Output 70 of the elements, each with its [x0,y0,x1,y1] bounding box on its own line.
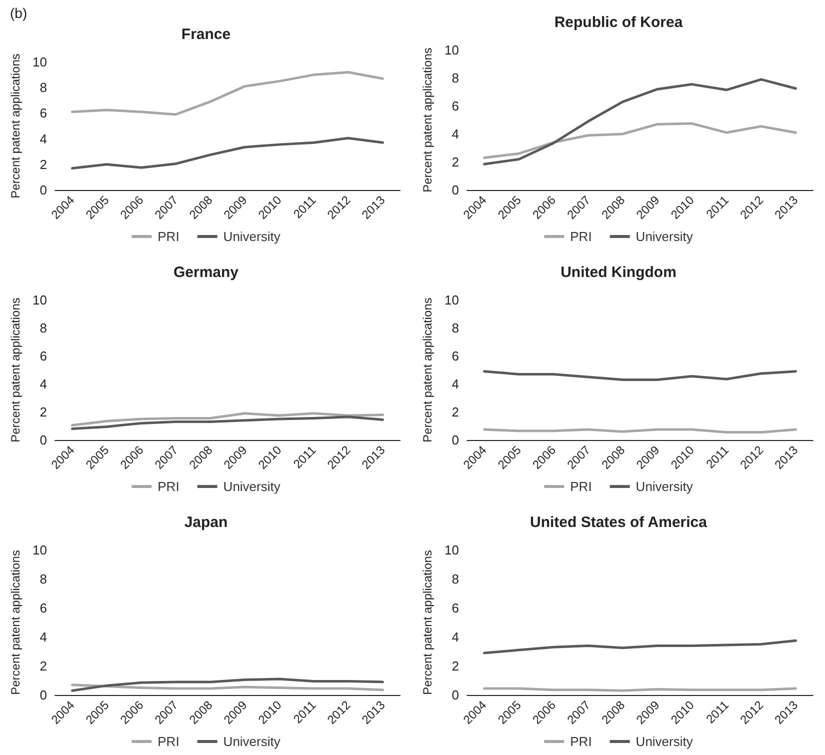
y-axis-title: Percent patent applications [420,298,435,442]
legend-label: PRI [570,229,592,244]
y-tick-label: 0 [40,688,47,702]
y-tick-label: 2 [40,658,47,674]
y-tick-label: 2 [40,404,47,420]
y-tick-label: 8 [452,70,459,86]
line-series [483,639,797,654]
y-tick-label: 10 [32,292,47,308]
y-axis-title: Percent patent applications [420,48,435,192]
y-tick-label: 10 [32,542,47,558]
legend-label: University [636,229,694,244]
y-tick-label: 0 [452,688,459,702]
y-tick-label: 4 [452,630,459,644]
chart-title: United Kingdom [560,264,676,281]
legend-label: PRI [570,479,592,494]
y-tick-label: 8 [40,80,47,96]
y-axis-title: Percent patent applications [8,298,23,442]
y-tick-label: 6 [40,348,47,364]
y-tick-label: 8 [40,320,47,336]
y-tick-label: 10 [32,54,47,70]
chart-title: Republic of Korea [554,14,684,31]
line-series [483,122,797,160]
y-axis-title: Percent patent applications [8,54,23,198]
y-axis-title: Percent patent applications [8,550,23,695]
legend-label: PRI [158,229,180,244]
line-series [71,412,384,427]
y-tick-label: 0 [40,432,47,448]
legend-label: University [223,479,281,494]
y-tick-label: 2 [40,156,47,172]
y-tick-label: 6 [452,98,459,114]
y-axis-title: Percent patent applications [420,550,435,695]
legend-label: PRI [158,734,180,749]
line-series [71,136,384,170]
y-tick-label: 8 [452,572,459,586]
y-tick-label: 2 [452,404,459,420]
y-tick-label: 0 [452,432,459,448]
y-tick-label: 6 [452,348,459,364]
legend-label: University [636,734,694,749]
legend-label: PRI [158,479,180,494]
chart-title: Germany [173,264,240,281]
y-tick-label: 2 [452,154,459,170]
line-series [483,78,797,166]
y-tick-label: 4 [40,131,47,146]
y-tick-label: 6 [40,106,47,121]
y-tick-label: 8 [452,320,459,336]
line-series [71,416,384,430]
legend-label: University [636,479,694,494]
line-series [71,70,384,116]
y-tick-label: 0 [452,182,459,198]
y-tick-label: 6 [40,600,47,616]
text: (b) [10,5,28,21]
legend-label: PRI [570,734,592,749]
y-tick-label: 6 [452,600,459,616]
y-tick-label: 10 [444,292,459,308]
y-tick-label: 8 [40,572,47,586]
y-tick-label: 4 [40,630,47,644]
chart-title: France [181,26,231,43]
line-series [483,370,797,382]
legend-label: University [223,734,281,749]
y-tick-label: 10 [444,542,459,558]
legend-label: University [223,229,281,244]
chart-title: Japan [184,514,228,531]
y-tick-label: 2 [452,658,459,674]
y-tick-label: 0 [40,182,47,198]
line-series [71,678,384,692]
y-tick-label: 4 [452,376,459,392]
y-tick-label: 4 [40,376,47,392]
y-tick-label: 10 [444,42,459,58]
y-tick-label: 4 [452,126,459,142]
chart-title: United States of America [530,514,708,531]
